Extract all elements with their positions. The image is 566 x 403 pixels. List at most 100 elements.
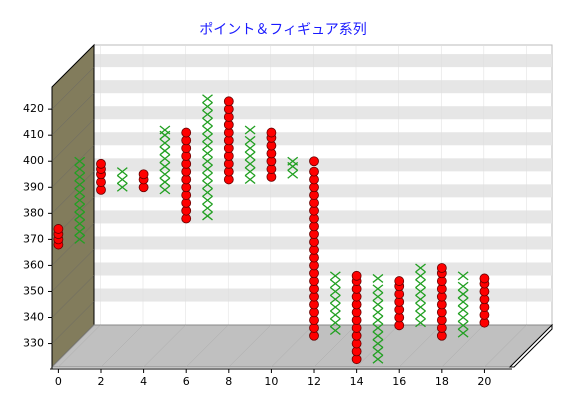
point [74, 219, 86, 229]
grid-line [313, 324, 357, 368]
point [159, 169, 171, 179]
point [202, 195, 213, 205]
y-tick-label: 400 [23, 154, 44, 167]
point [244, 174, 256, 184]
point [372, 331, 384, 341]
point [329, 302, 341, 312]
point [309, 156, 319, 167]
point [244, 143, 256, 153]
point [202, 141, 213, 151]
point [457, 320, 469, 330]
grid-band [94, 80, 552, 94]
left-wall [51, 43, 95, 369]
point [415, 271, 426, 281]
point [329, 286, 341, 296]
grid-line [51, 66, 95, 110]
point [202, 172, 213, 182]
point [96, 158, 106, 169]
point [159, 146, 171, 156]
grid-band [94, 184, 552, 198]
point [159, 154, 171, 164]
point [372, 292, 384, 302]
point [287, 169, 299, 179]
point [457, 297, 469, 307]
point [436, 263, 447, 273]
x-tick-label: 18 [435, 375, 449, 388]
point [415, 286, 426, 296]
grid-line [143, 324, 186, 368]
grid-line [441, 324, 485, 368]
y-tick-label: 420 [23, 102, 44, 115]
point [202, 156, 213, 166]
point [457, 328, 469, 338]
grid-line [228, 324, 271, 368]
x-tick-label: 4 [140, 375, 147, 388]
point [351, 270, 362, 281]
point [159, 185, 171, 195]
grid-band [94, 54, 552, 68]
grid-line [58, 324, 101, 368]
point [116, 182, 128, 192]
point [266, 127, 277, 138]
grid-band [94, 210, 552, 224]
x-tick-label: 8 [225, 375, 232, 388]
point [202, 94, 213, 104]
point [202, 187, 213, 197]
point [74, 164, 86, 174]
point [159, 177, 171, 187]
point [244, 159, 256, 169]
grid-band [94, 106, 552, 120]
grid-line [186, 324, 229, 368]
grid-line [356, 324, 399, 368]
y-tick-label: 330 [23, 337, 44, 350]
point [415, 279, 426, 289]
grid-line [51, 145, 95, 188]
point [457, 305, 469, 315]
grid-band [94, 262, 552, 276]
grid-line [51, 93, 95, 136]
x-tick-label: 14 [350, 375, 364, 388]
point [372, 354, 384, 364]
x-tick-label: 12 [307, 375, 321, 388]
point [457, 289, 469, 299]
point [74, 203, 86, 213]
point [329, 326, 341, 336]
floor [50, 324, 554, 368]
y-tick-label: 410 [23, 128, 44, 141]
point [244, 167, 256, 177]
point [159, 161, 171, 171]
point [372, 284, 384, 294]
point [415, 302, 426, 312]
point [116, 174, 128, 184]
grid-line [100, 324, 144, 368]
x-tick-label: 0 [55, 375, 62, 388]
point [74, 180, 86, 190]
point [457, 313, 469, 323]
point [457, 271, 469, 281]
point [202, 180, 213, 190]
chart-title: ポイント＆フィギュア系列 [199, 22, 366, 38]
point [74, 234, 86, 244]
point [415, 310, 426, 320]
point [309, 166, 319, 177]
point [74, 227, 86, 237]
grid-line [399, 324, 442, 368]
x-tick-label: 6 [183, 375, 190, 388]
point [116, 167, 128, 177]
x-tick-label: 20 [477, 375, 491, 388]
point [415, 318, 426, 328]
point [329, 294, 341, 304]
point [53, 224, 64, 234]
point [457, 281, 469, 291]
point [74, 195, 86, 205]
x-tick-label: 2 [97, 375, 104, 388]
point [202, 164, 213, 174]
point [159, 125, 171, 135]
grid-line [51, 171, 95, 214]
point [74, 211, 86, 221]
point [202, 125, 213, 135]
grid-line [51, 249, 95, 292]
point [202, 148, 213, 158]
point [415, 263, 426, 273]
point [244, 125, 256, 135]
